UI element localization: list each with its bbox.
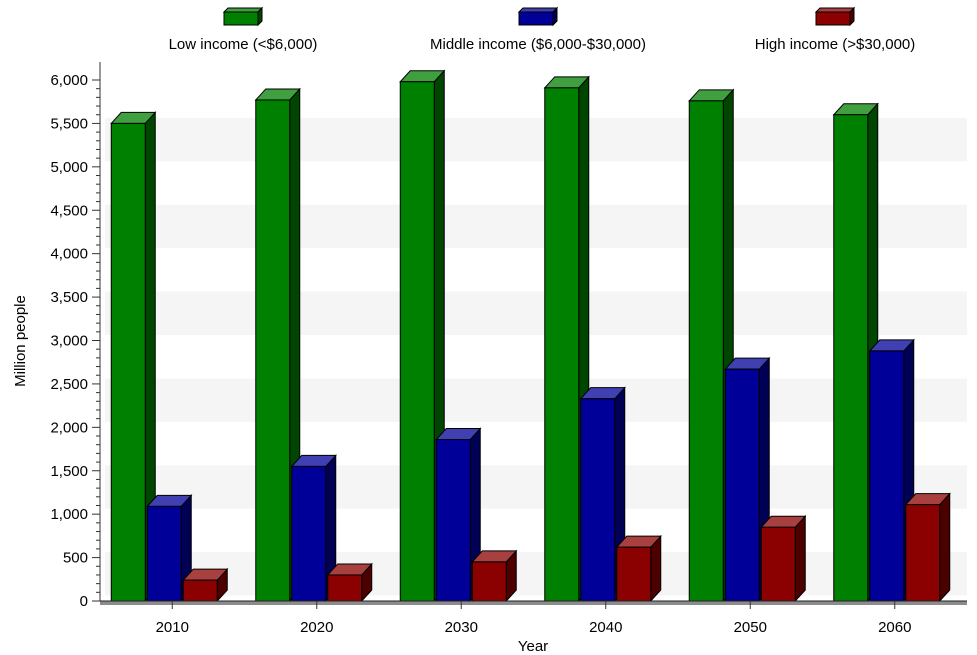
grid-band bbox=[105, 204, 967, 249]
bar-front bbox=[833, 114, 869, 602]
legend-swatch bbox=[518, 11, 554, 26]
grid-band bbox=[105, 552, 967, 596]
grid-bands bbox=[100, 62, 967, 601]
legend-item-3: High income (>$30,000) bbox=[755, 6, 916, 53]
bar-front bbox=[580, 398, 616, 602]
x-tick-label: 2030 bbox=[445, 619, 478, 636]
bar-2030-series-3 bbox=[471, 549, 518, 603]
bar-front bbox=[905, 504, 941, 602]
x-axis-floor bbox=[100, 601, 967, 605]
bar-side bbox=[794, 514, 806, 603]
axes-group: 0 500 1,000 1,500 2,000 2,500 3,000 3,500 4,000 4… bbox=[50, 62, 967, 636]
grid-band bbox=[105, 117, 967, 162]
x-tick-label: 2040 bbox=[589, 619, 622, 636]
grid-band bbox=[105, 465, 967, 509]
bar-front bbox=[399, 81, 435, 602]
legend-label: Middle income ($6,000-$30,000) bbox=[430, 36, 646, 53]
legend-swatch-top bbox=[517, 7, 559, 13]
bar-front bbox=[327, 574, 363, 602]
bar-2050-series-3 bbox=[760, 514, 807, 603]
bar-2060-series-3 bbox=[904, 492, 951, 603]
y-tick-label: 4,500 bbox=[50, 202, 88, 219]
y-tick-label: 1,000 bbox=[50, 506, 88, 523]
y-tick-label: 500 bbox=[63, 550, 88, 567]
bar-front bbox=[616, 546, 652, 602]
grid-band bbox=[105, 291, 967, 335]
bar-2020-series-2 bbox=[290, 454, 337, 603]
bar-front bbox=[291, 465, 327, 602]
legend-swatch-top bbox=[222, 7, 264, 13]
y-tick-label: 4,000 bbox=[50, 246, 88, 263]
x-tick-label: 2060 bbox=[878, 619, 911, 636]
bar-front bbox=[688, 100, 724, 602]
legend-label: High income (>$30,000) bbox=[755, 36, 916, 53]
bar-2010-series-1 bbox=[110, 111, 157, 603]
bar-front bbox=[760, 526, 796, 602]
bars-group bbox=[110, 69, 951, 603]
bar-2040-series-3 bbox=[615, 534, 662, 603]
bar-front bbox=[182, 579, 218, 602]
y-tick-label: 2,500 bbox=[50, 376, 88, 393]
legend-swatch bbox=[223, 11, 259, 26]
bar-side bbox=[939, 492, 951, 603]
x-tick-label: 2010 bbox=[156, 619, 189, 636]
bar-front bbox=[255, 99, 291, 602]
bar-2040-series-2 bbox=[579, 386, 626, 603]
legend-label: Low income (<$6,000) bbox=[169, 36, 318, 53]
x-tick-label: 2020 bbox=[300, 619, 333, 636]
y-axis-title: Million people bbox=[12, 295, 29, 387]
y-tick-label: 5,000 bbox=[50, 159, 88, 176]
bar-2020-series-3 bbox=[326, 562, 373, 603]
bar-front bbox=[435, 438, 471, 602]
legend: Low income (<$6,000) Middle income ($6,00… bbox=[169, 6, 916, 53]
y-tick-label: 2,000 bbox=[50, 419, 88, 436]
x-axis-title: Year bbox=[518, 638, 548, 655]
bar-2050-series-1 bbox=[688, 88, 735, 603]
legend-item-1: Low income (<$6,000) bbox=[169, 6, 318, 53]
y-tick-label: 3,500 bbox=[50, 289, 88, 306]
legend-swatch bbox=[815, 11, 851, 26]
bar-front bbox=[471, 561, 507, 602]
y-tick-label: 3,000 bbox=[50, 333, 88, 350]
y-tick-label: 1,500 bbox=[50, 463, 88, 480]
legend-swatch-top bbox=[814, 7, 856, 13]
bar-2010-series-3 bbox=[182, 567, 229, 603]
bar-front bbox=[724, 368, 760, 602]
grid-band bbox=[105, 378, 967, 422]
bar-front bbox=[544, 87, 580, 602]
legend-item-2: Middle income ($6,000-$30,000) bbox=[430, 6, 646, 53]
bar-front bbox=[146, 505, 182, 602]
x-tick-label: 2050 bbox=[734, 619, 767, 636]
y-tick-label: 5,500 bbox=[50, 115, 88, 132]
bar-front bbox=[110, 122, 146, 602]
bar-front bbox=[869, 350, 905, 602]
y-tick-label: 6,000 bbox=[50, 72, 88, 89]
y-tick-label: 0 bbox=[80, 593, 88, 610]
